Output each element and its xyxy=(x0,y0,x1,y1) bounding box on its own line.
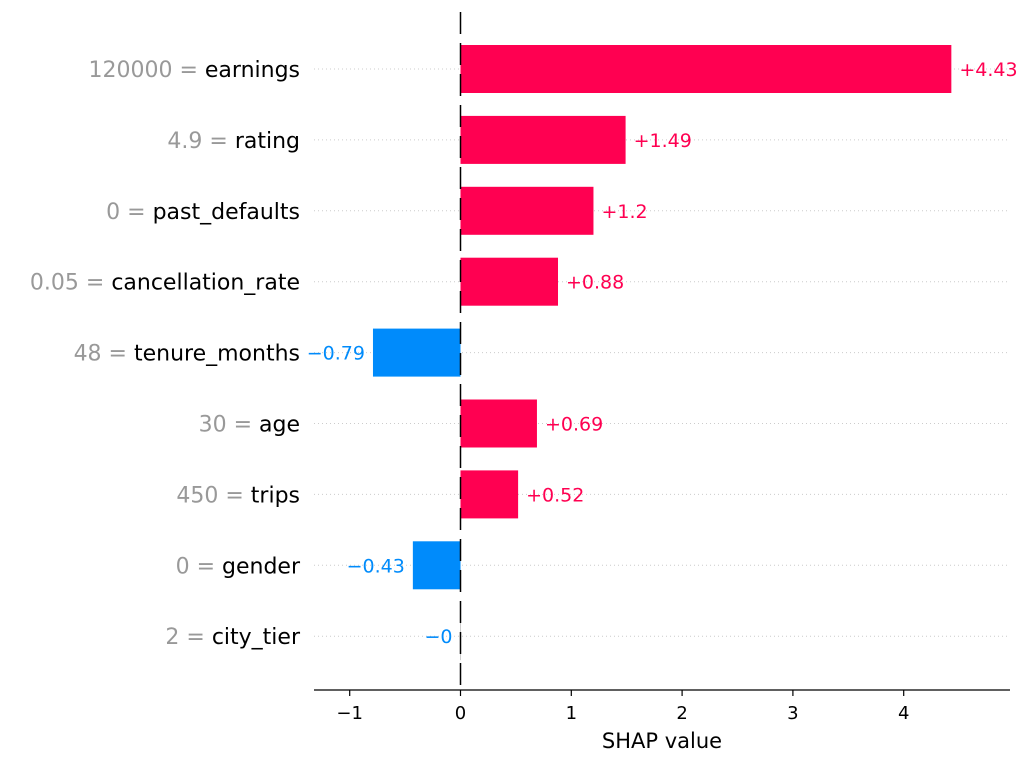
feature-name: earnings xyxy=(205,58,300,83)
feature-name: gender xyxy=(222,554,301,579)
feature-label-gender: 0 = gender xyxy=(176,554,301,579)
feature-label-age: 30 = age xyxy=(199,413,300,438)
equals-sign: = xyxy=(227,413,259,438)
equals-sign: = xyxy=(79,271,111,296)
bar-rating xyxy=(460,115,626,164)
x-tick-label: 3 xyxy=(787,703,798,724)
feature-name: cancellation_rate xyxy=(111,271,300,296)
equals-sign: = xyxy=(102,342,134,367)
bar-past_defaults xyxy=(460,186,594,235)
feature-label-past_defaults: 0 = past_defaults xyxy=(106,200,300,225)
data-label-tenure_months: −0.79 xyxy=(307,343,365,365)
bar-earnings xyxy=(460,45,952,93)
feature-name: tenure_months xyxy=(134,342,300,367)
feature-label-cancellation_rate: 0.05 = cancellation_rate xyxy=(30,271,300,296)
bars-layer xyxy=(372,45,952,661)
feature-name: rating xyxy=(235,129,300,154)
data-label-rating: +1.49 xyxy=(634,130,692,152)
data-label-age: +0.69 xyxy=(545,414,603,436)
x-tick-label: 4 xyxy=(898,703,909,724)
feature-value: 0 xyxy=(176,554,190,579)
equals-sign: = xyxy=(202,129,234,154)
feature-value: 30 xyxy=(199,413,227,438)
x-tick-label: 1 xyxy=(566,703,577,724)
data-label-city_tier: −0 xyxy=(424,626,452,648)
feature-value: 450 xyxy=(176,483,218,508)
equals-sign: = xyxy=(179,625,211,650)
feature-label-trips: 450 = trips xyxy=(176,483,300,508)
feature-label-city_tier: 2 = city_tier xyxy=(165,625,301,650)
feature-value: 4.9 xyxy=(167,129,202,154)
x-tick-label: 2 xyxy=(676,703,687,724)
bar-gender xyxy=(412,541,461,590)
x-axis: −1 0 1 2 3 4 xyxy=(314,689,1010,724)
feature-value: 48 xyxy=(74,342,102,367)
data-label-gender: −0.43 xyxy=(347,555,405,577)
feature-value: 120000 xyxy=(88,58,172,83)
bar-trips xyxy=(460,470,519,519)
x-tick-label: 0 xyxy=(455,703,466,724)
labels-layer: +4.43 120000 = earnings +1.49 4.9 = rating +… xyxy=(30,58,1018,650)
data-label-cancellation_rate: +0.88 xyxy=(566,272,624,294)
equals-sign: = xyxy=(218,483,250,508)
feature-label-tenure_months: 48 = tenure_months xyxy=(74,342,300,367)
feature-name: trips xyxy=(251,483,300,508)
feature-name: age xyxy=(259,413,300,438)
x-axis-label: SHAP value xyxy=(602,729,722,753)
bar-tenure_months xyxy=(372,328,461,377)
equals-sign: = xyxy=(172,58,204,83)
data-label-past_defaults: +1.2 xyxy=(601,201,647,223)
feature-name: past_defaults xyxy=(153,200,300,225)
feature-name: city_tier xyxy=(212,625,301,650)
data-label-earnings: +4.43 xyxy=(959,59,1017,81)
feature-value: 0 xyxy=(106,200,120,225)
x-tick-label: −1 xyxy=(336,703,363,724)
equals-sign: = xyxy=(120,200,152,225)
feature-label-earnings: 120000 = earnings xyxy=(88,58,300,83)
bar-age xyxy=(460,399,537,448)
bar-cancellation_rate xyxy=(460,257,559,306)
feature-value: 0.05 xyxy=(30,271,79,296)
feature-value: 2 xyxy=(165,625,179,650)
data-label-trips: +0.52 xyxy=(526,484,584,506)
feature-label-rating: 4.9 = rating xyxy=(167,129,300,154)
equals-sign: = xyxy=(190,554,222,579)
